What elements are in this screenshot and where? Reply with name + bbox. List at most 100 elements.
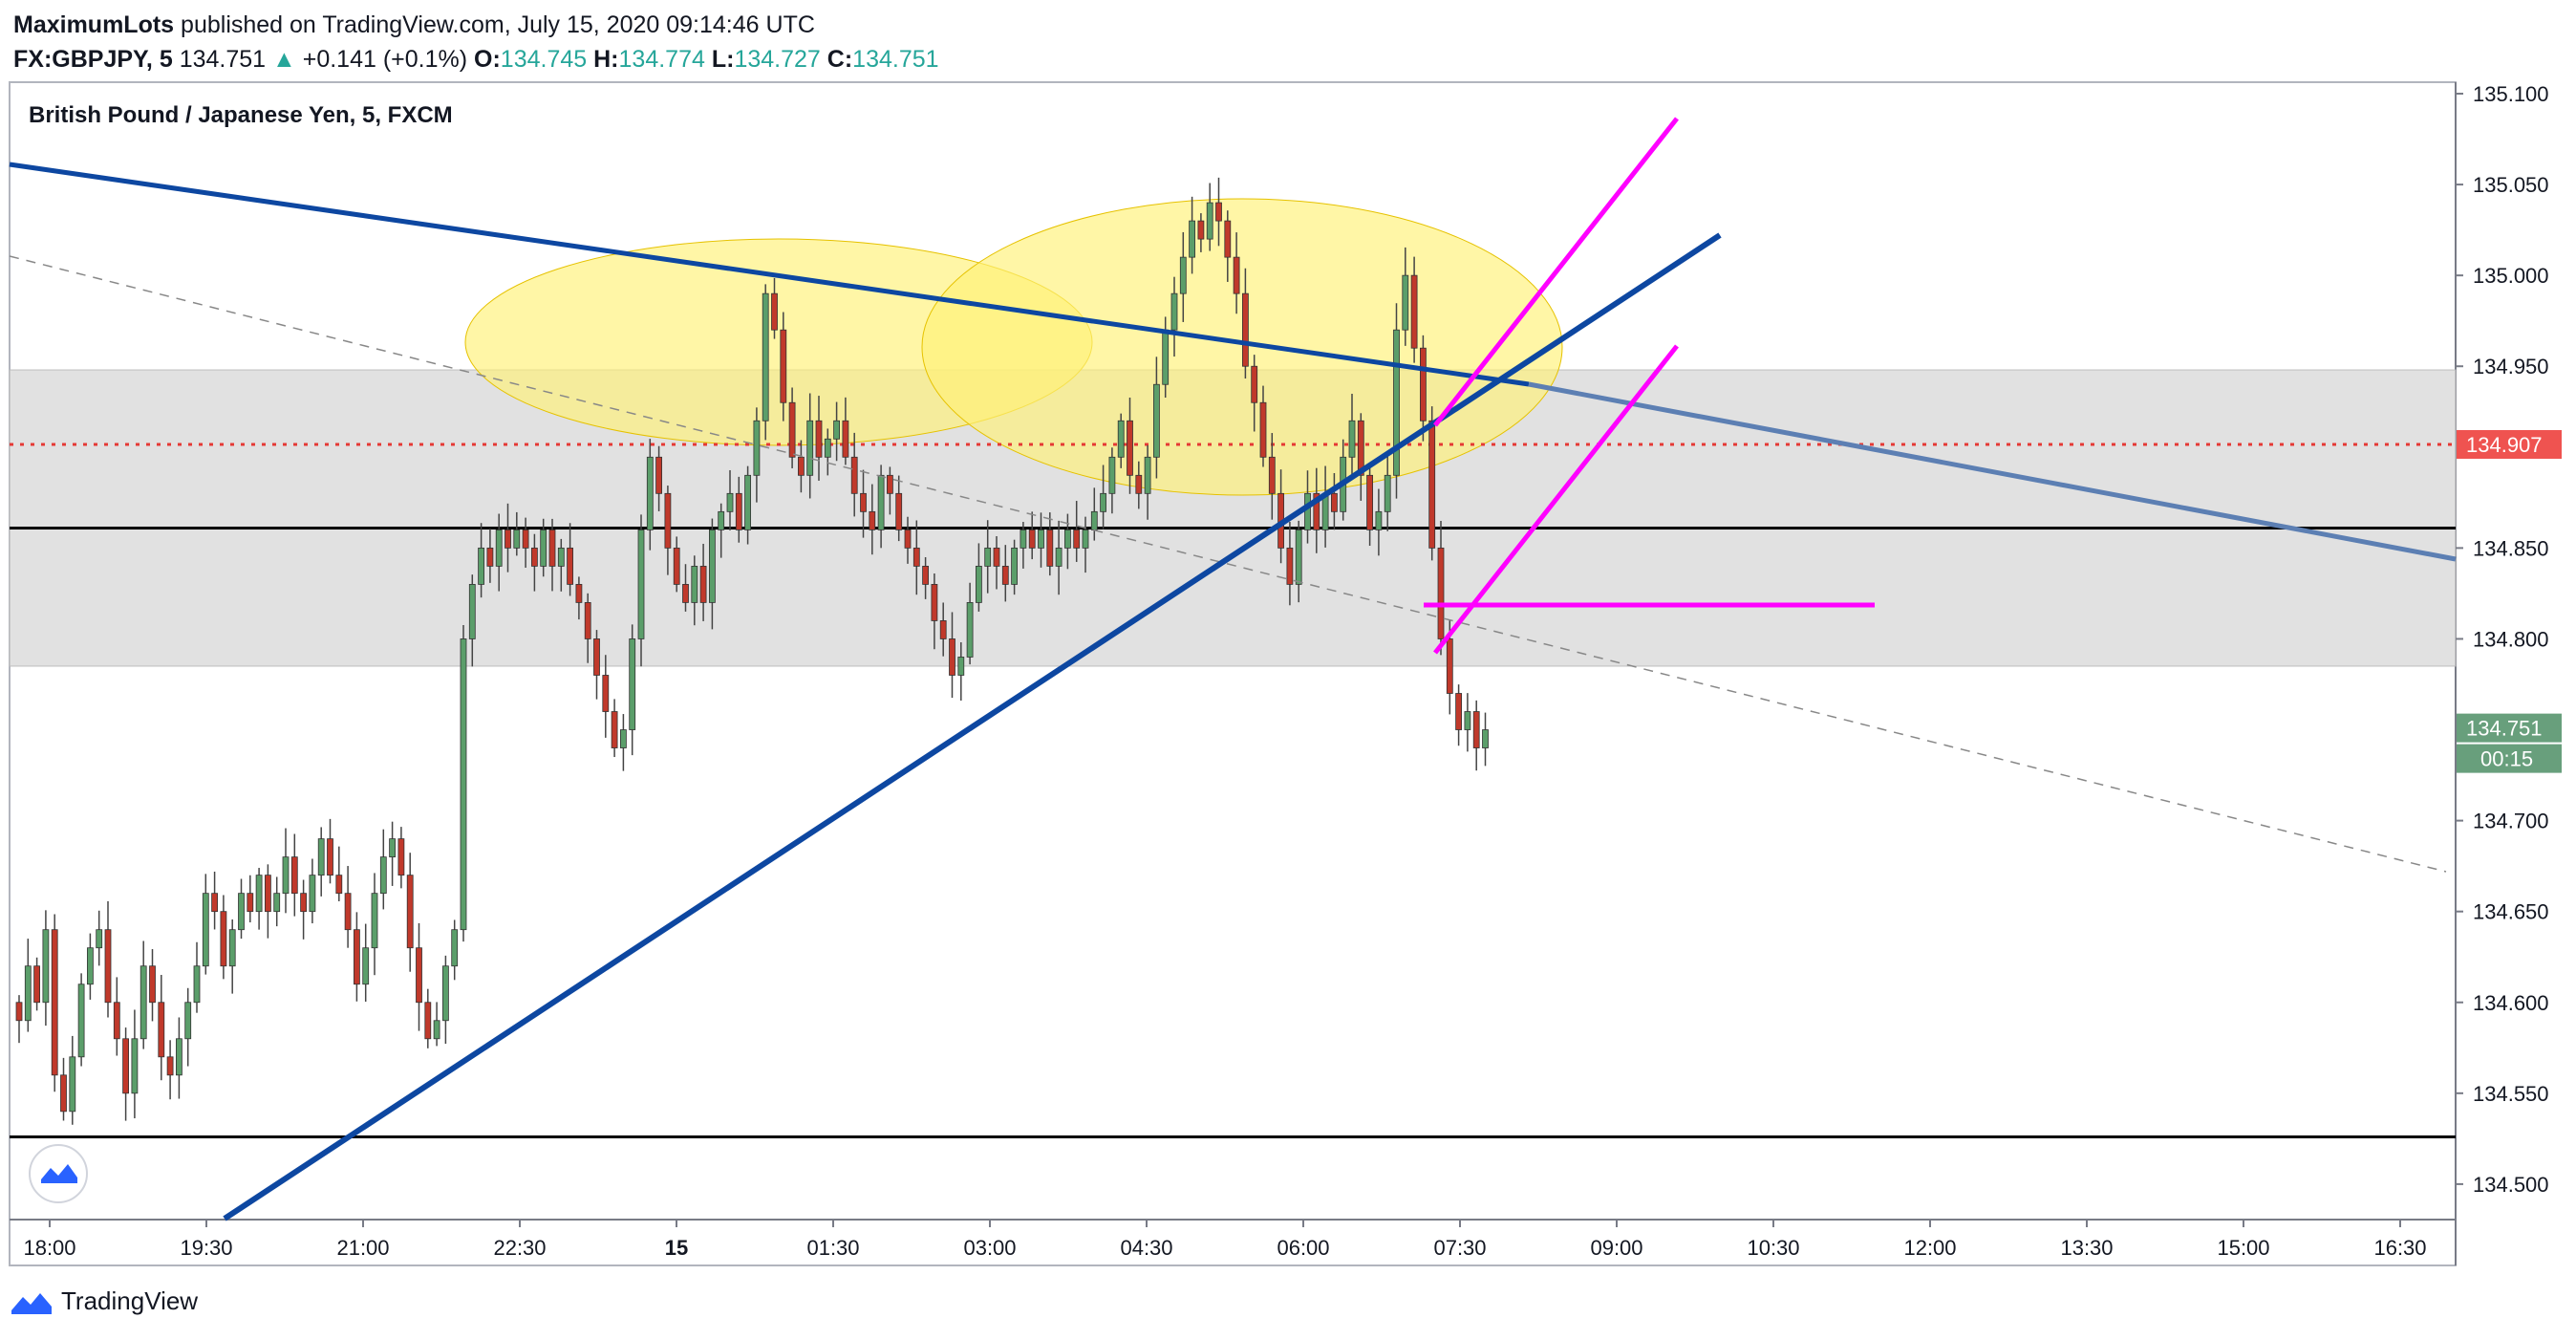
candle[interactable] (699, 543, 707, 621)
candle[interactable] (629, 624, 636, 756)
candle[interactable] (353, 912, 360, 1002)
candle[interactable] (1295, 520, 1302, 603)
candle[interactable] (726, 469, 734, 530)
candle[interactable] (1259, 385, 1267, 467)
ascending-trendline[interactable] (223, 232, 1722, 1221)
candle[interactable] (602, 655, 610, 738)
candle[interactable] (904, 516, 912, 564)
candle[interactable] (877, 465, 885, 549)
rising-channel-lower[interactable] (1433, 344, 1679, 655)
candle[interactable] (869, 484, 876, 555)
candle[interactable] (513, 511, 521, 556)
candle[interactable] (1206, 183, 1213, 251)
candle[interactable] (264, 864, 271, 939)
candle[interactable] (1428, 406, 1436, 561)
candle[interactable] (220, 895, 227, 980)
candle[interactable] (1455, 684, 1462, 746)
candle[interactable] (966, 582, 974, 665)
candle[interactable] (193, 941, 201, 1013)
candle[interactable] (575, 576, 583, 620)
candle[interactable] (309, 858, 316, 924)
dashed-trendline[interactable] (9, 255, 2447, 873)
candle[interactable] (1472, 700, 1480, 771)
candle[interactable] (1144, 444, 1151, 520)
candle[interactable] (1189, 196, 1195, 274)
candle[interactable] (833, 401, 840, 462)
candle[interactable] (451, 919, 459, 981)
candle[interactable] (441, 955, 449, 1045)
candle[interactable] (15, 995, 23, 1044)
candle[interactable] (1197, 213, 1205, 252)
symbol-label[interactable]: FX:GBPJPY, 5 (13, 46, 173, 73)
candle[interactable] (1402, 247, 1409, 346)
candle[interactable] (300, 879, 308, 940)
candle[interactable] (984, 520, 992, 594)
candle[interactable] (1117, 413, 1125, 468)
candle[interactable] (478, 523, 485, 598)
candle[interactable] (824, 428, 831, 476)
candle[interactable] (1215, 177, 1222, 247)
candle[interactable] (77, 973, 85, 1067)
candle[interactable] (42, 910, 50, 1027)
rising-channel-upper[interactable] (1433, 117, 1679, 427)
candle[interactable] (637, 514, 645, 667)
candle[interactable] (522, 517, 529, 568)
candle[interactable] (611, 699, 618, 758)
candle[interactable] (158, 974, 165, 1081)
candle[interactable] (60, 1057, 67, 1121)
candle[interactable] (379, 829, 387, 910)
candle[interactable] (939, 602, 947, 657)
candle[interactable] (557, 538, 565, 592)
descending-trendline[interactable] (9, 162, 1530, 387)
candle[interactable] (993, 536, 1000, 590)
candle[interactable] (1224, 210, 1232, 282)
candle[interactable] (1286, 522, 1294, 606)
candle[interactable] (247, 875, 254, 923)
candle[interactable] (1420, 335, 1427, 442)
candle[interactable] (646, 439, 654, 551)
candle[interactable] (290, 833, 298, 917)
candle[interactable] (1464, 693, 1471, 752)
candle[interactable] (166, 1040, 174, 1100)
candle[interactable] (584, 593, 591, 663)
descending-trendline-extension[interactable] (1528, 381, 2457, 562)
candle[interactable] (1011, 539, 1018, 595)
candle[interactable] (113, 977, 120, 1056)
candle[interactable] (815, 396, 823, 481)
candle[interactable] (912, 520, 920, 595)
candle[interactable] (655, 445, 662, 511)
candle[interactable] (744, 465, 751, 545)
candle[interactable] (1357, 413, 1364, 501)
candle[interactable] (1020, 522, 1027, 569)
candle[interactable] (850, 432, 858, 517)
candle[interactable] (1375, 488, 1383, 556)
candle[interactable] (184, 987, 192, 1067)
candle[interactable] (1242, 268, 1249, 379)
candle[interactable] (1001, 545, 1009, 602)
candle[interactable] (149, 949, 156, 1022)
candle[interactable] (140, 940, 147, 1049)
candle[interactable] (1348, 394, 1356, 476)
candle[interactable] (282, 828, 290, 914)
candle[interactable] (922, 556, 929, 599)
candle[interactable] (949, 612, 955, 699)
candle[interactable] (104, 900, 112, 1018)
candle[interactable] (122, 1027, 130, 1121)
candle[interactable] (397, 827, 405, 889)
candle[interactable] (317, 827, 325, 897)
candle[interactable] (771, 277, 778, 339)
candle[interactable] (735, 476, 742, 543)
candle[interactable] (1268, 433, 1276, 520)
candle[interactable] (673, 536, 680, 593)
candle[interactable] (842, 397, 849, 465)
candle[interactable] (1393, 303, 1400, 499)
tv-logo-icon[interactable] (29, 1144, 88, 1203)
candle[interactable] (860, 469, 867, 538)
candle[interactable] (362, 923, 370, 1003)
candle[interactable] (1100, 465, 1106, 530)
candle[interactable] (1046, 512, 1054, 576)
candle[interactable] (255, 868, 263, 930)
candle[interactable] (718, 503, 725, 558)
candle[interactable] (416, 922, 422, 1031)
candle[interactable] (798, 440, 805, 493)
